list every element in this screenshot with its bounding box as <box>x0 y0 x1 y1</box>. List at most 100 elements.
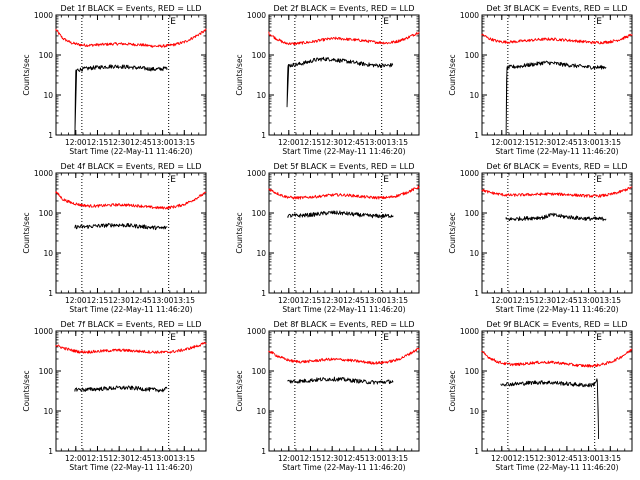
x-tick-label: 13:00 <box>365 454 387 463</box>
x-tick-label: 12:00 <box>491 138 513 147</box>
lld-series-line <box>268 185 420 200</box>
x-tick-label: 13:00 <box>365 296 387 305</box>
detector-panel-2: Det 2f BLACK = Events, RED = LLD 1 10 100 10… <box>235 4 420 156</box>
plot-frame <box>481 172 633 294</box>
y-tick-label: 10 <box>43 91 53 100</box>
x-tick-label: 12:30 <box>108 296 130 305</box>
y-tick-label: 1000 <box>34 327 53 336</box>
y-tick-label: 1000 <box>247 11 266 20</box>
x-tick-label: 12:45 <box>130 296 152 305</box>
y-tick-label: 100 <box>39 367 54 376</box>
lld-series-line <box>481 33 633 45</box>
lld-series-line <box>268 31 420 46</box>
panel-title: Det 9f BLACK = Events, RED = LLD <box>486 320 627 329</box>
panel-title: Det 2f BLACK = Events, RED = LLD <box>273 4 414 13</box>
events-series-line <box>505 212 607 222</box>
x-tick-label: 12:45 <box>130 138 152 147</box>
x-tick-label: 12:15 <box>87 454 109 463</box>
x-axis-label: Start Time (22-May-11 11:46:20) <box>282 147 405 156</box>
event-marker-label: E <box>596 333 602 343</box>
event-marker-label: E <box>170 17 176 27</box>
panel-title: Det 8f BLACK = Events, RED = LLD <box>273 320 414 329</box>
y-tick-label: 1000 <box>34 169 53 178</box>
x-tick-label: 13:00 <box>152 454 174 463</box>
events-series-line <box>286 56 394 108</box>
plot-frame <box>268 172 420 294</box>
x-tick-label: 13:15 <box>386 454 408 463</box>
x-tick-label: 13:00 <box>365 138 387 147</box>
y-tick-label: 10 <box>43 249 53 258</box>
lld-series-line <box>268 347 420 365</box>
x-axis-label: Start Time (22-May-11 11:46:20) <box>282 463 405 472</box>
y-tick-label: 1000 <box>34 11 53 20</box>
x-tick-label: 12:00 <box>491 296 513 305</box>
y-tick-label: 10 <box>469 91 479 100</box>
y-tick-label: 1000 <box>460 169 479 178</box>
plot-frame <box>268 14 420 136</box>
y-axis-label: Counts/sec <box>235 54 244 95</box>
plot-frame <box>55 330 207 452</box>
y-tick-label: 1000 <box>247 327 266 336</box>
y-tick-label: 100 <box>252 51 267 60</box>
detector-panel-9: Det 9f BLACK = Events, RED = LLD 1 10 100 10… <box>448 320 633 472</box>
y-tick-label: 1000 <box>460 327 479 336</box>
y-axis-label: Counts/sec <box>235 370 244 411</box>
lld-series-line <box>481 348 633 368</box>
y-axis-label: Counts/sec <box>235 212 244 253</box>
x-axis-label: Start Time (22-May-11 11:46:20) <box>495 463 618 472</box>
x-tick-label: 13:15 <box>386 296 408 305</box>
x-axis-label: Start Time (22-May-11 11:46:20) <box>495 147 618 156</box>
y-tick-label: 100 <box>465 51 480 60</box>
panel-title: Det 5f BLACK = Events, RED = LLD <box>273 162 414 171</box>
x-tick-label: 12:15 <box>87 296 109 305</box>
x-tick-label: 12:30 <box>534 138 556 147</box>
lld-series-line <box>55 341 207 354</box>
event-marker-label: E <box>170 175 176 185</box>
panel-title: Det 3f BLACK = Events, RED = LLD <box>486 4 627 13</box>
x-tick-label: 12:30 <box>108 454 130 463</box>
x-tick-label: 13:15 <box>386 138 408 147</box>
y-tick-label: 100 <box>252 367 267 376</box>
x-tick-label: 12:00 <box>278 454 300 463</box>
plot-frame <box>55 14 207 136</box>
y-axis-label: Counts/sec <box>448 370 457 411</box>
event-marker-label: E <box>170 333 176 343</box>
x-axis-label: Start Time (22-May-11 11:46:20) <box>69 305 192 314</box>
y-tick-label: 100 <box>39 51 54 60</box>
x-tick-label: 12:15 <box>513 454 535 463</box>
y-tick-label: 1 <box>48 131 53 140</box>
y-axis-label: Counts/sec <box>22 370 31 411</box>
detector-panel-7: Det 7f BLACK = Events, RED = LLD 1 10 100 10… <box>22 320 207 472</box>
x-tick-label: 12:30 <box>534 296 556 305</box>
x-tick-label: 13:00 <box>578 138 600 147</box>
x-tick-label: 12:45 <box>343 296 365 305</box>
event-marker-label: E <box>596 17 602 27</box>
x-tick-label: 13:00 <box>578 454 600 463</box>
detector-panel-5: Det 5f BLACK = Events, RED = LLD 1 10 100 10… <box>235 162 420 314</box>
y-tick-label: 10 <box>469 407 479 416</box>
y-tick-label: 100 <box>465 209 480 218</box>
panel-title: Det 1f BLACK = Events, RED = LLD <box>60 4 201 13</box>
x-axis-label: Start Time (22-May-11 11:46:20) <box>282 305 405 314</box>
x-axis-label: Start Time (22-May-11 11:46:20) <box>69 463 192 472</box>
x-tick-label: 13:15 <box>599 454 621 463</box>
y-tick-label: 100 <box>39 209 54 218</box>
y-tick-label: 10 <box>43 407 53 416</box>
detector-panel-8: Det 8f BLACK = Events, RED = LLD 1 10 100 10… <box>235 320 420 472</box>
panel-title: Det 4f BLACK = Events, RED = LLD <box>60 162 201 171</box>
y-tick-label: 1 <box>48 447 53 456</box>
plot-frame <box>481 330 633 452</box>
events-series-line <box>74 64 168 136</box>
x-tick-label: 12:00 <box>65 454 87 463</box>
y-tick-label: 10 <box>469 249 479 258</box>
y-axis-label: Counts/sec <box>448 54 457 95</box>
y-tick-label: 1 <box>48 289 53 298</box>
x-tick-label: 13:15 <box>173 454 195 463</box>
y-tick-label: 1 <box>474 447 479 456</box>
y-tick-label: 100 <box>252 209 267 218</box>
x-tick-label: 12:30 <box>321 296 343 305</box>
x-tick-label: 12:30 <box>108 138 130 147</box>
x-tick-label: 12:45 <box>556 454 578 463</box>
x-tick-label: 12:45 <box>343 454 365 463</box>
